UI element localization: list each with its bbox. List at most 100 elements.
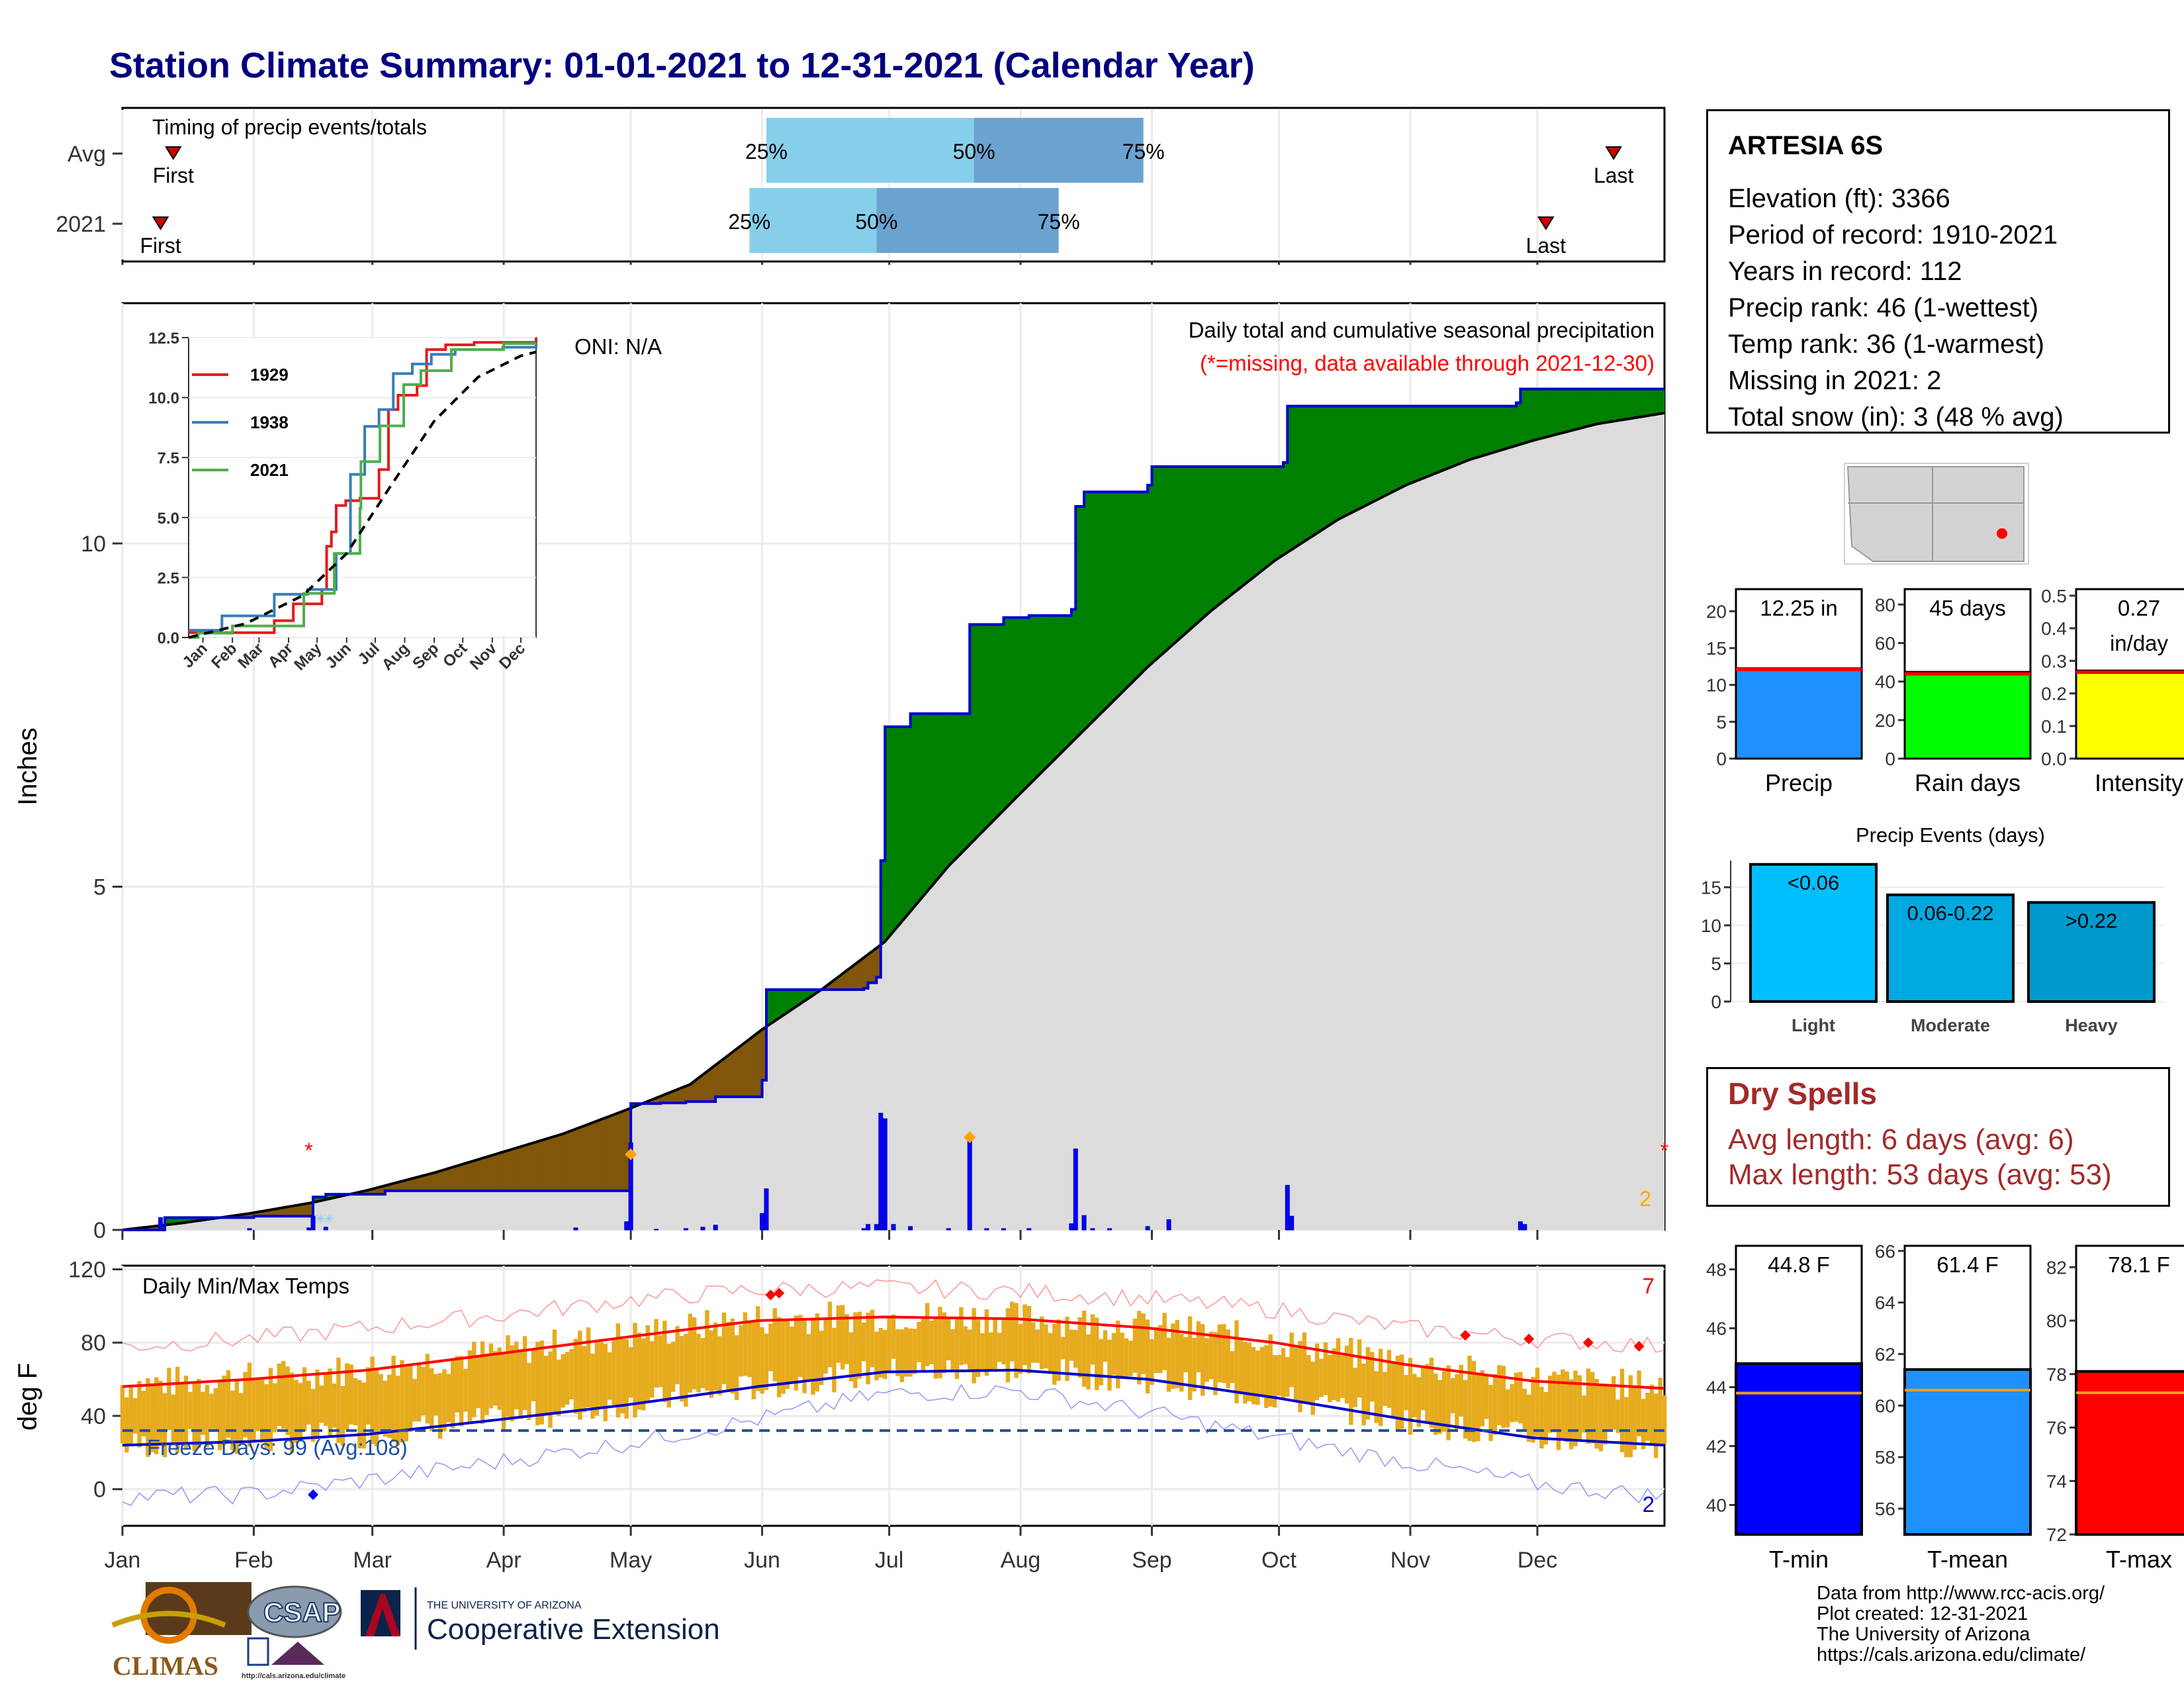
surplus-fill: [1626, 389, 1631, 420]
daily-precip-bar: [158, 1217, 163, 1231]
daily-temp-bar: [1387, 1350, 1392, 1408]
daily-temp-bar: [1310, 1361, 1315, 1415]
daily-temp-bar: [167, 1368, 171, 1430]
daily-temp-bar: [1107, 1339, 1112, 1391]
month-label: Feb: [234, 1548, 273, 1573]
surplus-fill: [1122, 491, 1127, 693]
events-bar-label: Moderate: [1911, 1015, 1990, 1035]
daily-temp-bar: [493, 1350, 498, 1406]
surplus-fill: [1334, 406, 1339, 523]
temp-bar-t-min: [1735, 1362, 1863, 1536]
daily-temp-bar: [1099, 1338, 1103, 1385]
daily-temp-bar: [408, 1364, 413, 1432]
surplus-fill: [1499, 406, 1504, 451]
surplus-fill: [1177, 466, 1182, 641]
deficit-fill: [592, 1121, 598, 1192]
daily-temp-bar: [404, 1366, 409, 1442]
daily-temp-bar: [459, 1356, 464, 1427]
deficit-fill: [617, 1111, 623, 1192]
month-label: Jun: [744, 1548, 780, 1573]
deficit-fill: [550, 1136, 555, 1192]
daily-precip-bar: [654, 1229, 659, 1231]
deficit-fill: [469, 1160, 475, 1192]
surplus-fill: [1058, 615, 1064, 756]
record-high-marker: [1524, 1333, 1535, 1344]
surplus-fill: [1088, 491, 1093, 727]
daily-temp-bar: [1526, 1394, 1531, 1442]
daily-precip-bar: [1289, 1215, 1295, 1231]
deficit-fill: [482, 1156, 487, 1192]
daily-temp-bar: [857, 1311, 862, 1379]
timing-first-marker: [165, 146, 182, 160]
daily-temp-bar: [785, 1319, 790, 1389]
surplus-fill: [956, 713, 962, 859]
daily-temp-bar: [1238, 1338, 1244, 1395]
temp-ylabel: deg F: [13, 1363, 42, 1430]
surplus-fill: [1109, 491, 1115, 706]
deficit-fill: [444, 1168, 449, 1192]
deficit-fill: [537, 1140, 542, 1192]
daily-temp-bar: [853, 1312, 858, 1389]
daily-temp-bar: [1539, 1386, 1544, 1449]
daily-temp-bar: [1124, 1338, 1129, 1378]
inset-ytick-label: 10.0: [148, 390, 179, 408]
daily-precip-bar: [967, 1140, 972, 1231]
surplus-fill: [1630, 389, 1635, 419]
mini-bar-value: 45 days: [1929, 596, 2006, 620]
daily-temp-bar: [455, 1356, 459, 1413]
surplus-fill: [982, 624, 987, 833]
deficit-fill: [571, 1129, 576, 1192]
inset-ytick-label: 7.5: [158, 449, 179, 467]
daily-temp-bar: [1150, 1338, 1154, 1385]
daily-temp-bar: [527, 1362, 531, 1421]
surplus-fill: [1028, 615, 1034, 786]
surplus-fill: [1490, 406, 1496, 454]
daily-temp-bar: [1395, 1356, 1400, 1430]
daily-temp-bar: [819, 1331, 824, 1385]
mini-bar-ytick-label: 40: [1875, 672, 1895, 692]
record-min-line: [122, 1383, 1665, 1507]
surplus-fill: [935, 713, 940, 882]
coop-ext-text: Cooperative Extension: [427, 1613, 720, 1646]
daily-temp-bar: [899, 1329, 905, 1382]
surplus-fill: [1448, 406, 1453, 469]
daily-temp-bar: [1463, 1380, 1468, 1439]
event-diamond: [964, 1131, 976, 1143]
daily-temp-bar: [1001, 1319, 1006, 1365]
daily-temp-bar: [1111, 1333, 1116, 1376]
daily-temp-bar: [1243, 1341, 1248, 1404]
daily-temp-bar: [328, 1368, 332, 1438]
daily-temp-bar: [972, 1308, 976, 1383]
daily-precip-bar: [1145, 1226, 1150, 1231]
mini-bar-ytick-label: 0.4: [2041, 618, 2067, 639]
surplus-fill: [1554, 389, 1559, 436]
daily-temp-bar: [959, 1307, 964, 1366]
daily-temp-bar: [543, 1356, 549, 1414]
daily-temp-bar: [1412, 1374, 1417, 1417]
surplus-fill: [1185, 466, 1191, 634]
surplus-fill: [1351, 406, 1355, 514]
surplus-fill: [978, 624, 983, 837]
daily-temp-bar: [133, 1398, 138, 1434]
daily-temp-bar: [463, 1368, 468, 1412]
daily-temp-bar: [645, 1325, 650, 1403]
daily-temp-bar: [1069, 1329, 1074, 1361]
deficit-fill: [554, 1135, 559, 1192]
mini-bar-label: Precip: [1765, 769, 1833, 796]
oni-label: ONI: N/A: [574, 334, 662, 359]
timing-p25-label: 25%: [745, 140, 788, 164]
surplus-fill: [914, 713, 919, 907]
daily-temp-bar: [1132, 1319, 1138, 1373]
daily-temp-bar: [1336, 1338, 1341, 1402]
daily-temp-bar: [197, 1379, 201, 1448]
daily-temp-bar: [717, 1336, 722, 1395]
surplus-fill: [1355, 406, 1360, 512]
daily-precip-bar: [1522, 1224, 1527, 1231]
daily-temp-bar: [1658, 1378, 1662, 1446]
deficit-fill: [732, 1048, 737, 1098]
inset-ytick-label: 2.5: [158, 569, 179, 587]
daily-temp-bar: [1353, 1368, 1357, 1407]
surplus-fill: [1524, 389, 1529, 444]
surplus-fill: [1346, 406, 1351, 516]
daily-temp-bar: [1158, 1325, 1163, 1374]
